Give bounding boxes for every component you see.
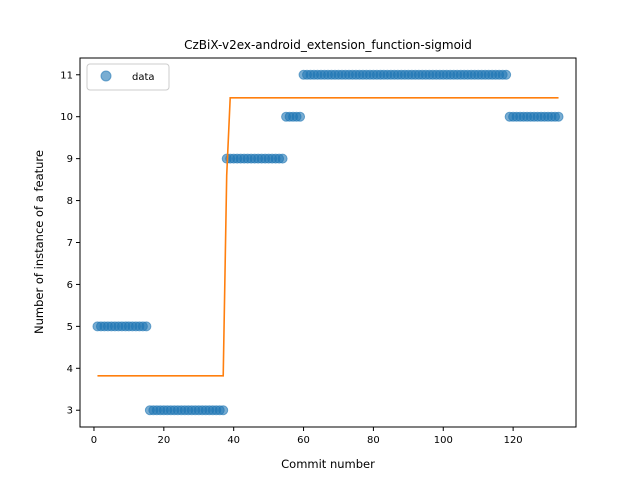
x-tick-label: 20: [157, 435, 170, 446]
x-tick-label: 120: [504, 435, 523, 446]
y-tick-label: 4: [67, 364, 73, 375]
y-tick-label: 6: [67, 280, 73, 291]
y-tick-label: 10: [60, 112, 73, 123]
chart-title: CzBiX-v2ex-android_extension_function-si…: [184, 38, 472, 52]
data-point: [278, 154, 287, 163]
sigmoid-fit-line: [97, 98, 558, 376]
y-tick-label: 8: [67, 196, 73, 207]
y-tick-label: 11: [60, 70, 73, 81]
y-tick-label: 5: [67, 322, 73, 333]
y-axis: 3 4 5 6 7 8 9 10 11: [60, 70, 80, 416]
y-tick-label: 9: [67, 154, 73, 165]
data-point: [502, 70, 511, 79]
legend-box: [87, 64, 169, 90]
data-point: [554, 112, 563, 121]
legend: data: [87, 64, 169, 90]
x-tick-label: 0: [91, 435, 97, 446]
x-axis-label: Commit number: [281, 457, 375, 471]
x-tick-label: 40: [227, 435, 240, 446]
y-tick-label: 3: [67, 406, 73, 417]
x-tick-label: 80: [367, 435, 380, 446]
data-point: [219, 406, 228, 415]
legend-marker: [101, 71, 111, 81]
data-point: [142, 322, 151, 331]
x-axis: 0 20 40 60 80 100 120: [91, 427, 523, 446]
y-axis-label: Number of instance of a feature: [32, 150, 46, 334]
x-tick-label: 60: [297, 435, 310, 446]
y-tick-label: 7: [67, 238, 73, 249]
plot-area: [93, 70, 563, 414]
data-point: [296, 112, 305, 121]
legend-label: data: [132, 72, 155, 83]
x-tick-label: 100: [434, 435, 453, 446]
axes-frame: [80, 58, 576, 427]
